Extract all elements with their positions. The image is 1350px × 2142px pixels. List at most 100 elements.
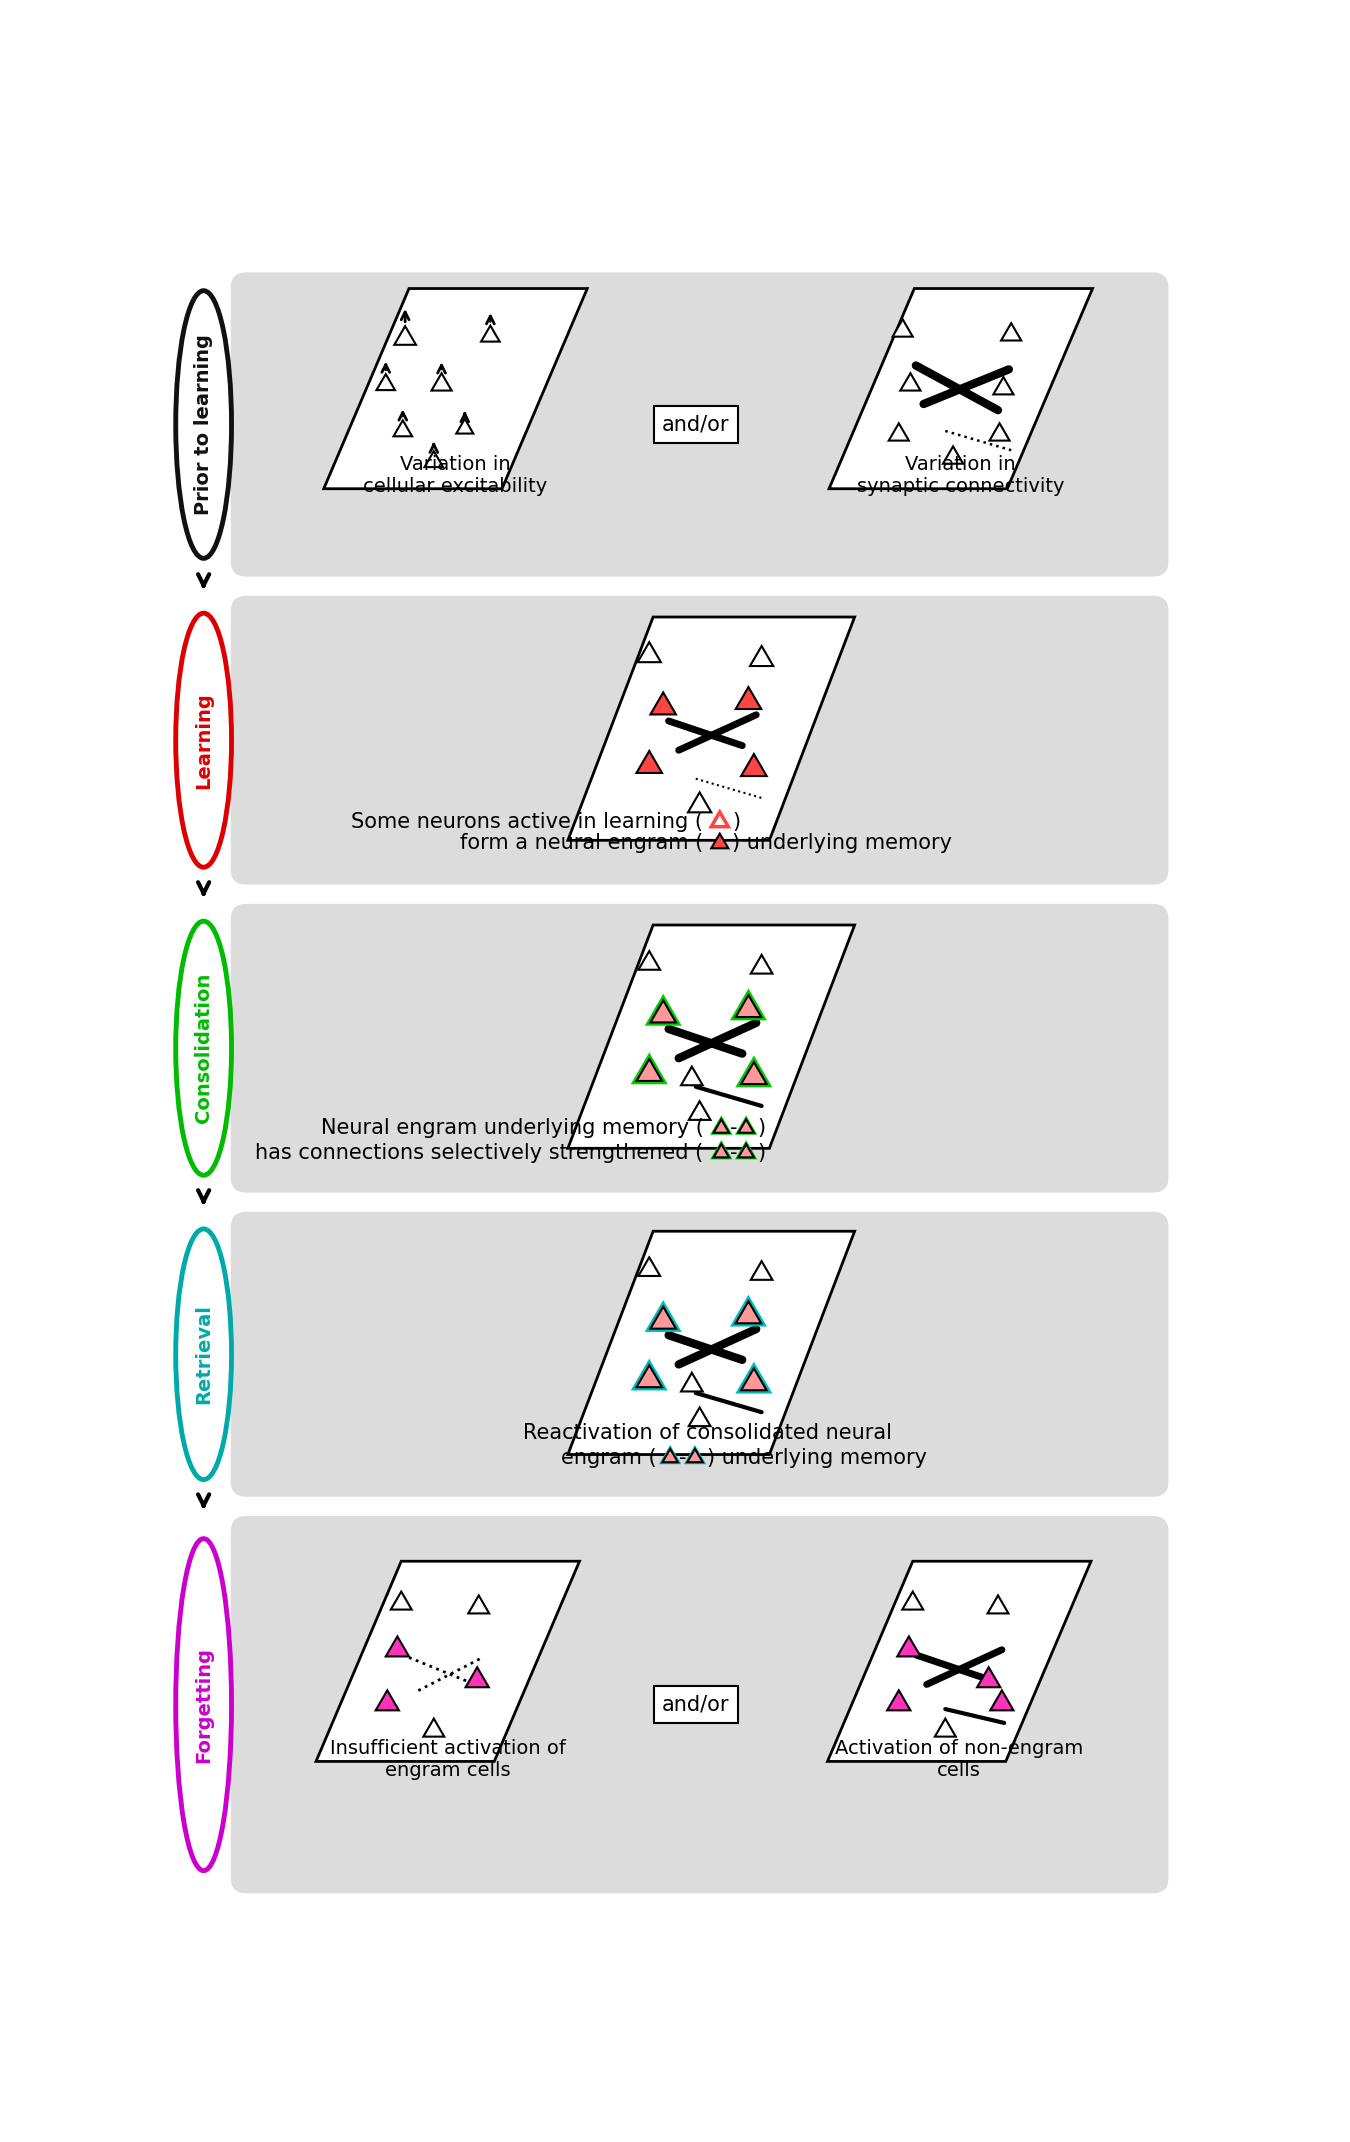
Polygon shape — [988, 1596, 1008, 1613]
Polygon shape — [645, 994, 682, 1026]
Text: ) underlying memory: ) underlying memory — [732, 833, 952, 853]
Polygon shape — [736, 688, 761, 709]
Text: has connections selectively strengthened (: has connections selectively strengthened… — [255, 1144, 703, 1163]
Polygon shape — [377, 375, 396, 390]
Polygon shape — [663, 1448, 678, 1463]
Text: Consolidation: Consolidation — [194, 972, 213, 1122]
Polygon shape — [639, 1257, 660, 1277]
Text: Insufficient activation of
engram cells: Insufficient activation of engram cells — [329, 1739, 566, 1780]
Polygon shape — [659, 1446, 682, 1465]
Polygon shape — [711, 812, 728, 827]
Polygon shape — [736, 1362, 772, 1394]
Polygon shape — [751, 955, 772, 975]
FancyBboxPatch shape — [231, 1212, 1169, 1497]
Polygon shape — [730, 987, 767, 1020]
Polygon shape — [738, 1144, 753, 1157]
Polygon shape — [741, 754, 767, 775]
FancyBboxPatch shape — [747, 291, 1161, 503]
Polygon shape — [639, 951, 660, 970]
Polygon shape — [481, 326, 500, 341]
Polygon shape — [734, 1140, 757, 1159]
Polygon shape — [994, 377, 1014, 394]
Text: and/or: and/or — [662, 416, 729, 435]
Polygon shape — [386, 1636, 409, 1656]
Polygon shape — [316, 1562, 579, 1761]
Polygon shape — [828, 1562, 1091, 1761]
Text: engram (: engram ( — [562, 1448, 657, 1467]
Polygon shape — [630, 1358, 668, 1390]
Polygon shape — [456, 420, 474, 433]
Text: Variation in
cellular excitability: Variation in cellular excitability — [363, 456, 548, 497]
Polygon shape — [630, 1052, 668, 1084]
Polygon shape — [393, 420, 412, 437]
Text: Activation of non-engram
cells: Activation of non-engram cells — [836, 1739, 1083, 1780]
Text: Some neurons active in learning (: Some neurons active in learning ( — [351, 812, 703, 831]
Polygon shape — [636, 752, 661, 773]
Text: -: - — [679, 1448, 686, 1467]
Polygon shape — [734, 1116, 757, 1135]
Polygon shape — [942, 446, 963, 463]
Polygon shape — [738, 1120, 753, 1133]
Polygon shape — [751, 1262, 772, 1279]
Polygon shape — [683, 1446, 706, 1465]
Polygon shape — [714, 1144, 729, 1157]
Polygon shape — [568, 925, 855, 1148]
Text: ) underlying memory: ) underlying memory — [707, 1448, 927, 1467]
FancyBboxPatch shape — [231, 595, 1169, 885]
Polygon shape — [1002, 323, 1021, 341]
Polygon shape — [688, 1101, 710, 1120]
Polygon shape — [687, 1448, 703, 1463]
FancyBboxPatch shape — [266, 1553, 614, 1789]
Text: ): ) — [757, 1118, 765, 1137]
Polygon shape — [680, 1067, 703, 1086]
Polygon shape — [375, 1690, 398, 1709]
Polygon shape — [651, 1307, 676, 1328]
Text: Neural engram underlying memory (: Neural engram underlying memory ( — [320, 1118, 703, 1137]
Polygon shape — [888, 424, 909, 441]
Polygon shape — [711, 833, 728, 848]
Polygon shape — [736, 1302, 761, 1324]
Polygon shape — [688, 793, 711, 812]
Polygon shape — [741, 1369, 767, 1390]
Text: Variation in
synaptic connectivity: Variation in synaptic connectivity — [857, 456, 1065, 497]
Polygon shape — [736, 1056, 772, 1088]
Text: Learning: Learning — [194, 692, 213, 788]
Polygon shape — [645, 1300, 682, 1332]
Polygon shape — [900, 373, 921, 390]
Polygon shape — [887, 1690, 910, 1709]
Text: and/or: and/or — [662, 1694, 729, 1714]
Text: -: - — [730, 1144, 737, 1163]
Polygon shape — [680, 1373, 703, 1392]
Polygon shape — [568, 1232, 855, 1454]
Polygon shape — [394, 326, 416, 345]
FancyBboxPatch shape — [266, 291, 630, 503]
Polygon shape — [424, 452, 443, 467]
Text: -: - — [730, 1118, 737, 1137]
Text: form a neural engram (: form a neural engram ( — [460, 833, 703, 853]
Polygon shape — [714, 1120, 729, 1133]
Polygon shape — [934, 1718, 956, 1737]
Polygon shape — [637, 643, 662, 662]
Polygon shape — [829, 289, 1092, 488]
Polygon shape — [751, 647, 774, 666]
Polygon shape — [977, 1666, 1000, 1688]
Polygon shape — [710, 1140, 733, 1159]
FancyBboxPatch shape — [231, 1517, 1169, 1894]
Polygon shape — [468, 1596, 489, 1613]
Polygon shape — [736, 996, 761, 1017]
Text: Reactivation of consolidated neural: Reactivation of consolidated neural — [522, 1422, 892, 1444]
Polygon shape — [636, 1058, 661, 1082]
Text: Prior to learning: Prior to learning — [194, 334, 213, 514]
Text: Forgetting: Forgetting — [194, 1647, 213, 1763]
Polygon shape — [390, 1592, 412, 1609]
Polygon shape — [432, 373, 452, 390]
Text: ): ) — [757, 1144, 765, 1163]
Text: ): ) — [732, 812, 740, 831]
FancyBboxPatch shape — [231, 904, 1169, 1193]
FancyBboxPatch shape — [231, 272, 1169, 576]
Polygon shape — [324, 289, 587, 488]
Polygon shape — [710, 1116, 733, 1135]
Polygon shape — [990, 424, 1010, 441]
Polygon shape — [730, 1294, 767, 1326]
Polygon shape — [636, 1364, 661, 1388]
